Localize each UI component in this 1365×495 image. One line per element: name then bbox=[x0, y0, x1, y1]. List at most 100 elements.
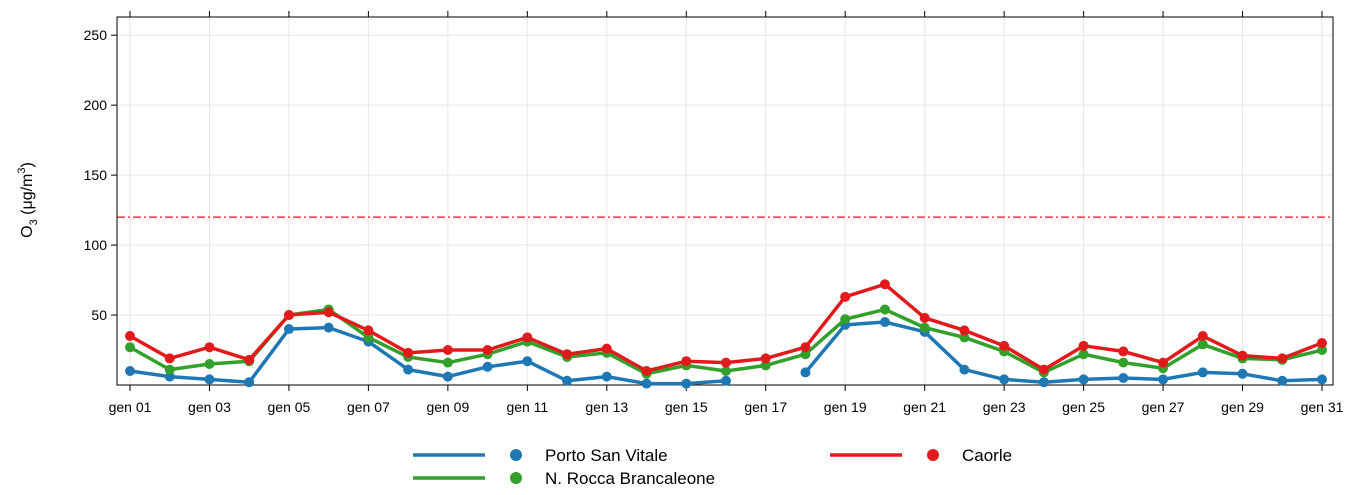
x-tick-label: gen 05 bbox=[268, 399, 311, 415]
data-point bbox=[760, 360, 771, 371]
data-point bbox=[959, 364, 970, 375]
series-line bbox=[129, 320, 1323, 386]
data-point bbox=[442, 371, 453, 382]
legend-marker bbox=[510, 472, 522, 484]
data-point bbox=[601, 343, 612, 354]
data-point bbox=[1317, 345, 1327, 356]
data-point bbox=[522, 356, 533, 367]
data-point bbox=[1118, 373, 1129, 384]
y-tick-label: 250 bbox=[84, 27, 108, 43]
data-point bbox=[959, 325, 970, 336]
data-point bbox=[204, 342, 215, 353]
data-point bbox=[800, 342, 811, 353]
data-point bbox=[442, 345, 453, 356]
data-point bbox=[721, 357, 731, 368]
data-point bbox=[442, 357, 453, 368]
legend-label: N. Rocca Brancaleone bbox=[545, 469, 715, 488]
data-point bbox=[919, 322, 930, 333]
data-point bbox=[482, 345, 493, 356]
data-point bbox=[721, 366, 731, 377]
data-point bbox=[562, 375, 573, 386]
data-point bbox=[244, 354, 255, 365]
data-point bbox=[1118, 357, 1129, 368]
data-point bbox=[1197, 339, 1208, 350]
data-point bbox=[403, 347, 414, 358]
data-point bbox=[562, 349, 573, 360]
data-point bbox=[1118, 346, 1129, 357]
data-point bbox=[482, 361, 493, 372]
data-point bbox=[1158, 374, 1169, 385]
x-tick-label: gen 13 bbox=[585, 399, 628, 415]
data-point bbox=[125, 342, 135, 353]
x-tick-label: gen 19 bbox=[824, 399, 867, 415]
x-tick-label: gen 25 bbox=[1062, 399, 1105, 415]
legend-marker bbox=[510, 449, 522, 461]
y-tick-label: 150 bbox=[84, 167, 108, 183]
x-tick-label: gen 03 bbox=[188, 399, 231, 415]
data-point bbox=[919, 312, 930, 323]
data-point bbox=[1078, 374, 1089, 385]
data-point bbox=[204, 374, 215, 385]
data-point bbox=[1197, 367, 1208, 378]
y-label-part: (μg/m bbox=[19, 174, 36, 220]
data-point bbox=[879, 279, 890, 290]
data-point bbox=[403, 364, 414, 375]
data-point bbox=[1078, 349, 1089, 360]
data-point bbox=[323, 307, 334, 318]
data-point bbox=[1038, 364, 1049, 375]
data-point bbox=[681, 356, 692, 367]
data-point bbox=[1237, 368, 1248, 379]
data-point bbox=[1038, 377, 1049, 388]
data-point bbox=[959, 332, 970, 343]
y-axis-label: O3 (μg/m3) bbox=[16, 162, 40, 238]
y-tick-label: 50 bbox=[91, 307, 107, 323]
data-point bbox=[999, 374, 1010, 385]
data-point bbox=[641, 378, 652, 389]
data-point bbox=[363, 325, 374, 336]
x-tick-label: gen 07 bbox=[347, 399, 390, 415]
y-label-part: ) bbox=[19, 162, 36, 167]
data-point bbox=[1078, 340, 1089, 351]
x-tick-label: gen 23 bbox=[983, 399, 1026, 415]
x-tick-label: gen 27 bbox=[1142, 399, 1185, 415]
data-point bbox=[840, 314, 851, 325]
data-point bbox=[1237, 350, 1248, 361]
data-point bbox=[1277, 353, 1288, 364]
x-tick-label: gen 17 bbox=[744, 399, 787, 415]
data-point bbox=[999, 340, 1010, 351]
legend-label: Caorle bbox=[962, 446, 1012, 465]
legend-label: Porto San Vitale bbox=[545, 446, 668, 465]
data-point bbox=[800, 367, 811, 378]
x-tick-label: gen 09 bbox=[426, 399, 469, 415]
data-point bbox=[1158, 357, 1169, 368]
data-point bbox=[840, 291, 851, 302]
data-point bbox=[125, 366, 135, 377]
x-tick-label: gen 31 bbox=[1301, 399, 1344, 415]
y-tick-label: 200 bbox=[84, 97, 108, 113]
legend-marker bbox=[927, 449, 939, 461]
data-point bbox=[164, 364, 175, 375]
data-point bbox=[323, 322, 334, 333]
x-tick-label: gen 21 bbox=[903, 399, 946, 415]
data-point bbox=[125, 331, 135, 342]
data-point bbox=[879, 317, 890, 328]
data-point bbox=[283, 324, 294, 335]
data-point bbox=[283, 310, 294, 321]
data-point bbox=[363, 332, 374, 343]
data-point bbox=[522, 332, 533, 343]
data-point bbox=[760, 353, 771, 364]
data-point bbox=[681, 378, 692, 389]
x-tick-label: gen 29 bbox=[1221, 399, 1264, 415]
data-point bbox=[601, 371, 612, 382]
data-point bbox=[1317, 338, 1327, 349]
data-point bbox=[800, 349, 811, 360]
x-tick-label: gen 01 bbox=[109, 399, 152, 415]
y-tick-label: 100 bbox=[84, 237, 108, 253]
data-point bbox=[1277, 375, 1288, 386]
data-point bbox=[1197, 331, 1208, 342]
data-point bbox=[721, 375, 731, 386]
data-point bbox=[1317, 374, 1327, 385]
data-point bbox=[164, 353, 175, 364]
y-label-part: O bbox=[19, 225, 36, 237]
